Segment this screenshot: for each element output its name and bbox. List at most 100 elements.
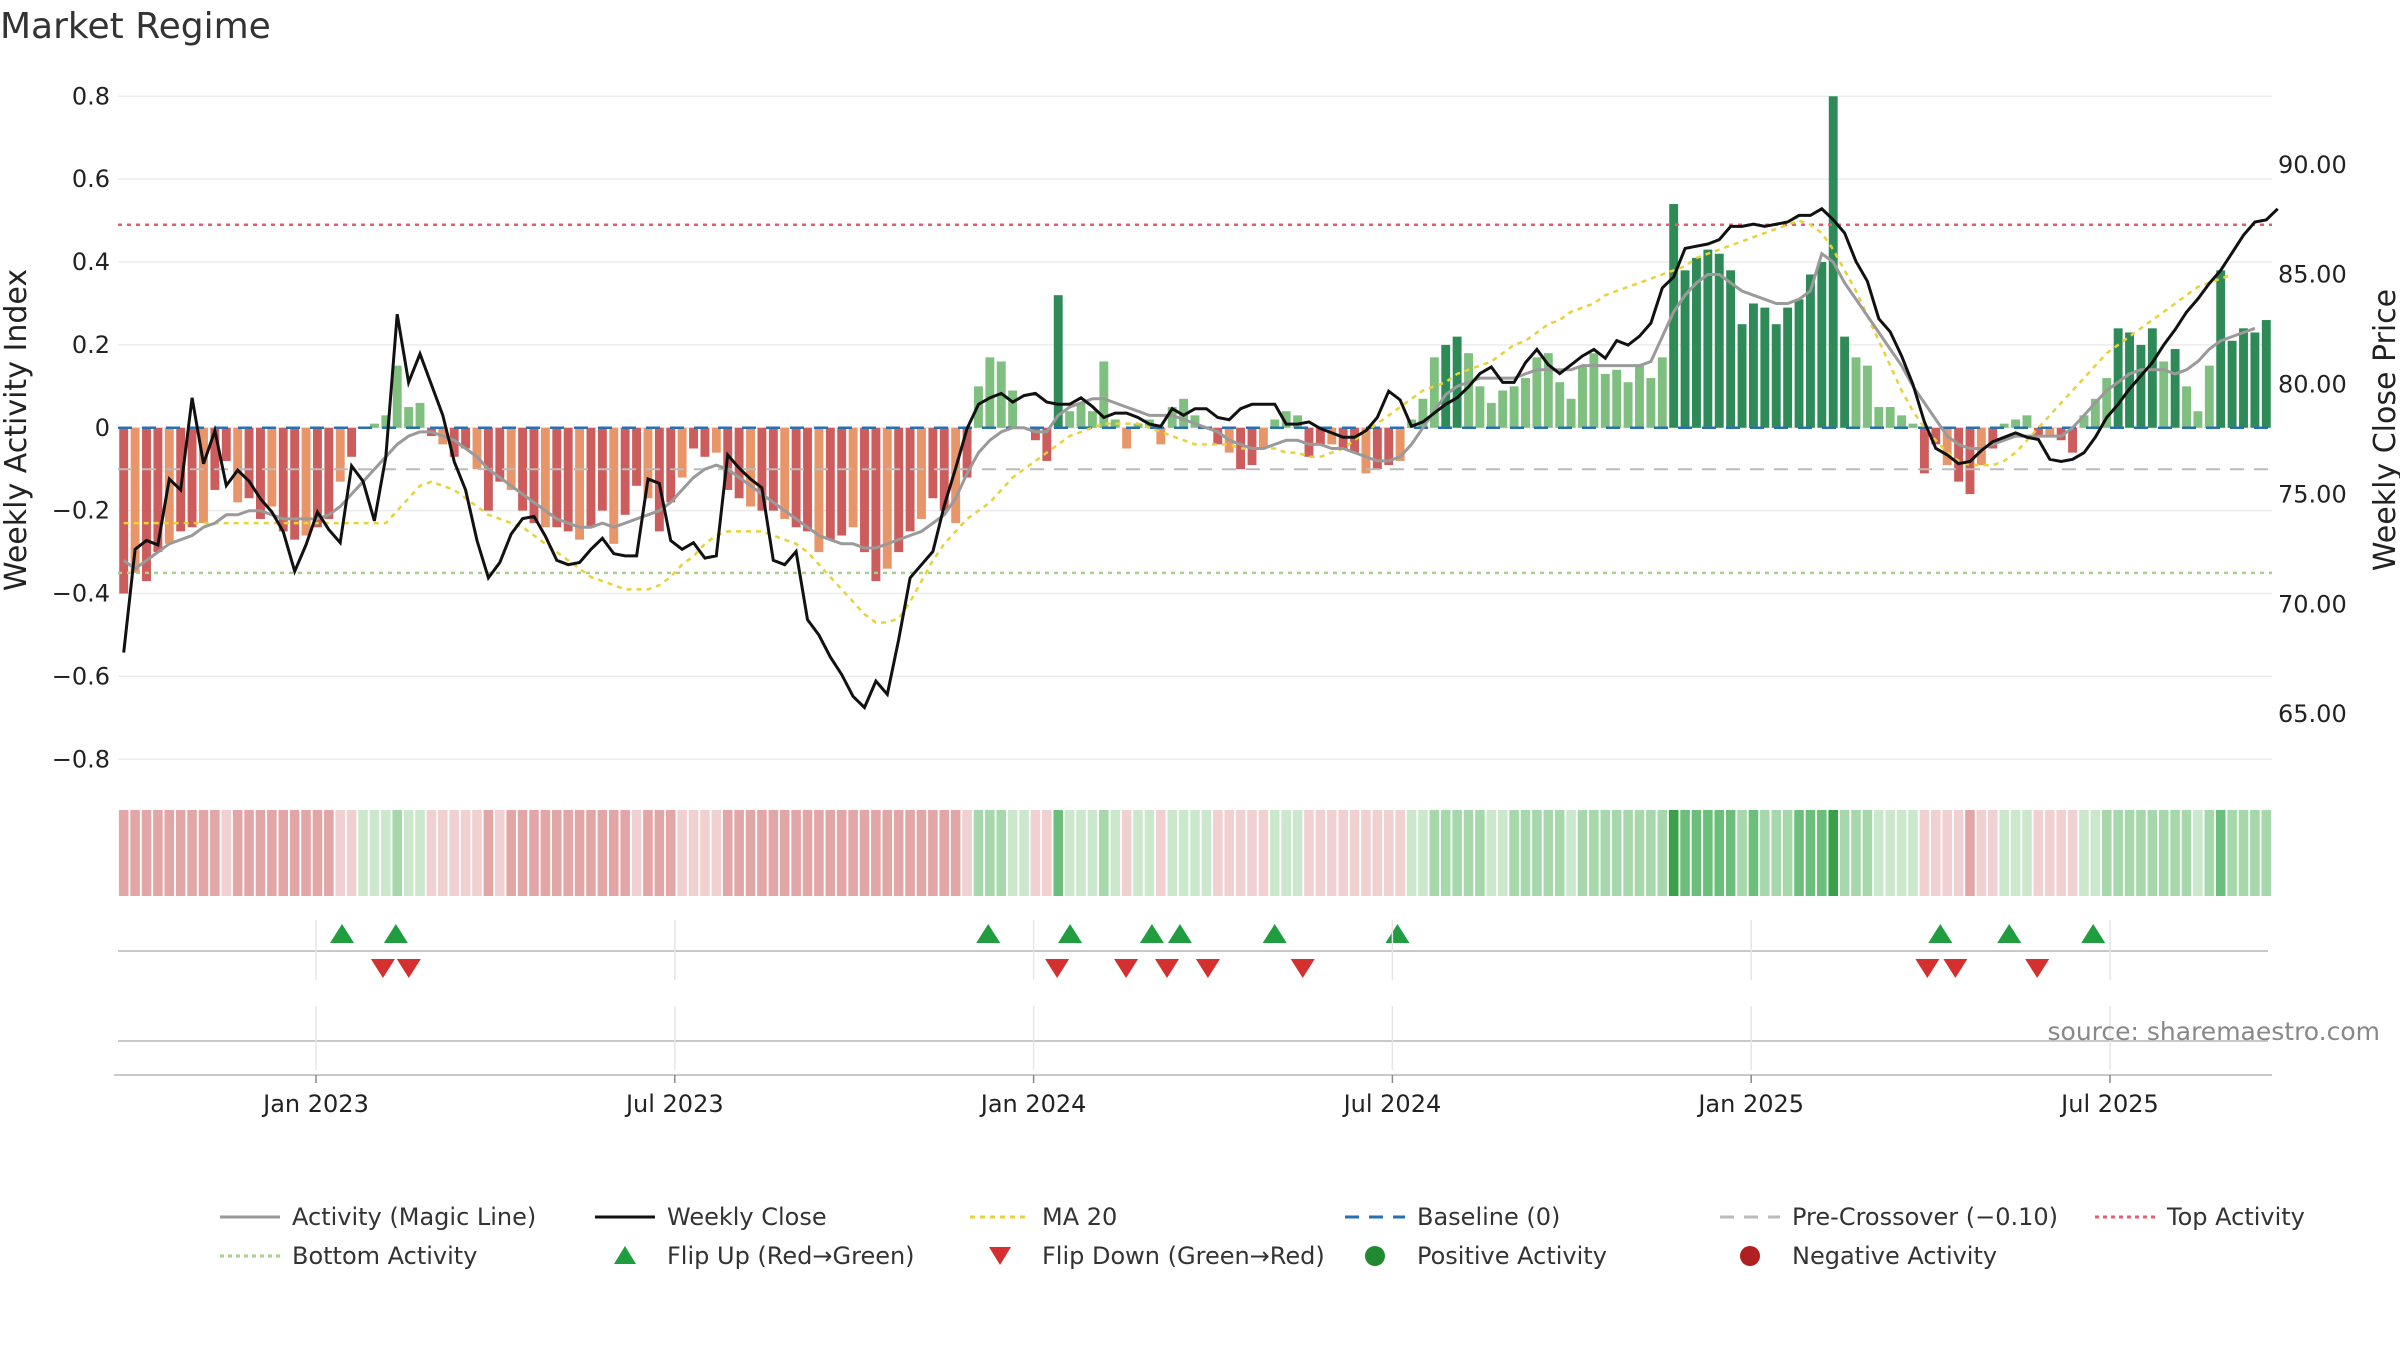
activity-bar: [1817, 262, 1827, 428]
flip-down-marker: [1915, 959, 1940, 978]
regime-strip-cell: [267, 810, 277, 896]
activity-bar: [1190, 415, 1200, 428]
activity-bar: [256, 427, 265, 519]
regime-strip-cell: [381, 810, 391, 896]
activity-bar: [1087, 411, 1097, 428]
activity-bar: [905, 427, 915, 532]
legend: Activity (Magic Line) Weekly Close MA 20 Ba…: [220, 1203, 2305, 1270]
regime-strip-cell: [962, 810, 972, 896]
activity-bar: [917, 427, 926, 519]
regime-strip-cell: [278, 810, 289, 896]
activity-bar: [1942, 427, 1952, 466]
activity-bar: [472, 427, 482, 470]
regime-strip-cell: [1851, 810, 1861, 896]
regime-strip-cell: [2079, 810, 2089, 896]
activity-bar: [1726, 270, 1736, 428]
activity-bar: [1771, 324, 1781, 428]
activity-bar: [1133, 423, 1143, 428]
activity-bar: [1748, 303, 1758, 428]
activity-bar: [1999, 423, 2009, 428]
regime-strip-cell: [1190, 810, 1200, 896]
activity-bar: [1441, 344, 1451, 428]
activity-bar: [301, 427, 311, 536]
regime-strip-cell: [688, 810, 699, 896]
flip-up-marker: [1167, 924, 1192, 943]
regime-strip-cell: [893, 810, 904, 896]
regime-strip-cell: [1418, 810, 1428, 896]
activity-bar: [1099, 361, 1109, 428]
regime-strip-cell: [1760, 810, 1770, 896]
activity-bar: [518, 427, 528, 511]
regime-strip-cell: [2022, 810, 2032, 896]
regime-strip-cell: [415, 810, 425, 896]
activity-bars: [119, 96, 2271, 594]
regime-strip-cell: [1304, 810, 1314, 896]
activity-bar: [575, 427, 585, 540]
flip-down-marker: [1943, 959, 1968, 978]
regime-strip-cell: [1908, 810, 1918, 896]
activity-bar: [404, 407, 414, 428]
x-tick-label: Jan 2024: [979, 1090, 1087, 1118]
activity-bar: [1395, 427, 1405, 461]
legend-item: Flip Up (Red→Green): [614, 1242, 915, 1270]
regime-strip-cell: [905, 810, 915, 896]
regime-strip-cell: [1076, 810, 1086, 896]
activity-bar: [1110, 419, 1120, 428]
activity-bar: [757, 427, 767, 511]
activity-bar: [1862, 365, 1872, 428]
regime-strip-cell: [916, 810, 927, 896]
legend-swatch: [614, 1246, 636, 1264]
activity-bar: [1076, 402, 1086, 428]
activity-bar: [1315, 427, 1325, 445]
regime-strip-cell: [1931, 810, 1941, 896]
y-tick-left: 0: [95, 414, 110, 442]
activity-bar: [1600, 373, 1610, 428]
regime-strip-cell: [2010, 810, 2021, 896]
regime-strip-cell: [608, 810, 619, 896]
legend-label: Activity (Magic Line): [292, 1203, 536, 1231]
activity-bar: [2147, 328, 2157, 428]
activity-bar: [2022, 415, 2032, 428]
regime-strip-cell: [2090, 810, 2101, 896]
activity-bar: [1646, 378, 1656, 428]
y-tick-right: 75.00: [2278, 480, 2347, 508]
legend-label: MA 20: [1042, 1203, 1117, 1231]
regime-strip-cell: [1623, 810, 1633, 896]
activity-bar: [415, 402, 425, 428]
y-tick-right: 70.00: [2278, 590, 2347, 618]
activity-bar: [2113, 328, 2123, 428]
regime-strip-cell: [1691, 810, 1702, 896]
regime-strip-cell: [1326, 810, 1337, 896]
activity-bar: [1304, 427, 1314, 457]
activity-bar: [1543, 353, 1553, 428]
activity-bar: [1179, 398, 1189, 428]
activity-bar: [1635, 365, 1644, 428]
activity-bar: [1874, 407, 1884, 428]
regime-strip-cell: [1611, 810, 1622, 896]
y-tick-right: 65.00: [2278, 700, 2347, 728]
flip-up-marker: [1058, 924, 1083, 943]
activity-bar: [734, 427, 744, 499]
activity-bar: [244, 427, 254, 499]
activity-bar: [2261, 320, 2271, 428]
regime-strip-cell: [1406, 810, 1417, 896]
activity-bar: [130, 427, 140, 573]
regime-strip-cell: [928, 810, 938, 896]
activity-bar: [1566, 398, 1576, 428]
regime-strip-cell: [551, 810, 562, 896]
regime-strip-cell: [1976, 810, 1987, 896]
activity-bar: [2204, 365, 2214, 428]
regime-strip-cell: [848, 810, 858, 896]
regime-strip-cell: [814, 810, 824, 896]
flip-down-marker: [1114, 959, 1139, 978]
chart-title: Market Regime: [0, 6, 271, 47]
legend-item: Negative Activity: [1740, 1242, 1997, 1270]
regime-strip-cell: [1087, 810, 1098, 896]
x-tick-label: Jul 2025: [2059, 1090, 2159, 1118]
activity-bar: [1897, 415, 1907, 428]
activity-bar: [791, 427, 801, 528]
ma20-line: [123, 219, 2233, 624]
activity-bar: [1908, 423, 1918, 428]
activity-bar: [461, 427, 471, 449]
